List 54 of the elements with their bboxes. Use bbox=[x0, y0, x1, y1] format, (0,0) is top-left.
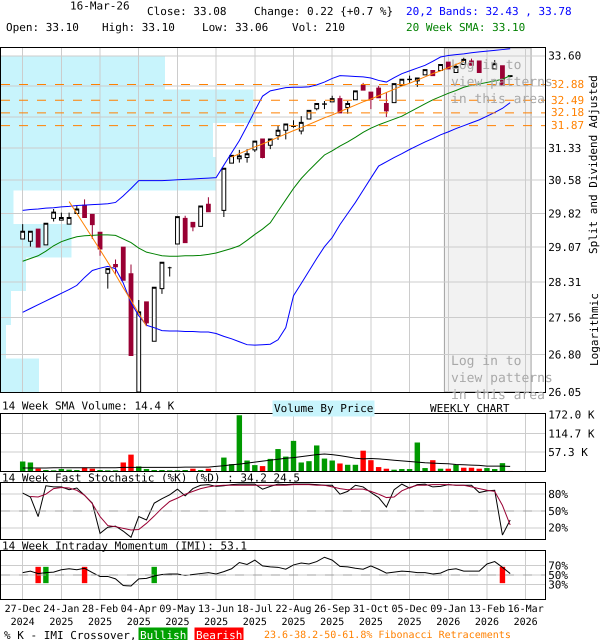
annotation: WEEKLY CHART bbox=[430, 402, 510, 415]
y-axis-title: Split and Dividend Adjusted bbox=[587, 75, 600, 254]
x-tick-label: 22-Aug 2025 bbox=[275, 604, 312, 628]
annotation: Volume By Price bbox=[274, 402, 374, 415]
text: Bearish bbox=[196, 629, 242, 640]
y-tick-label: 29.07 bbox=[548, 240, 582, 254]
y-tick-label: 29.82 bbox=[548, 207, 582, 220]
text: Logarithmic bbox=[588, 293, 600, 366]
x-tick-label: 09-Jan 2026 bbox=[430, 604, 466, 628]
text: Open: 33.10 bbox=[6, 21, 79, 34]
y-tick-label: 33.60 bbox=[548, 50, 582, 63]
y-tick-label: 80% bbox=[548, 488, 568, 502]
chart-title: 14 Week SMA Volume: 14.4 K bbox=[2, 400, 175, 413]
text: 23.6-38.2-50-61.8% Fibonacci Retracements bbox=[264, 630, 511, 640]
text: Low: 33.06 bbox=[202, 21, 268, 34]
y-tick-label: 70% bbox=[548, 559, 568, 572]
text: Bullish bbox=[140, 629, 186, 640]
y-tick-label: 50% bbox=[548, 504, 568, 518]
x-tick-label: 05-Dec 2025 bbox=[392, 604, 428, 628]
x-tick-label: 31-Oct 2025 bbox=[352, 604, 389, 628]
x-tick-label: 27-Dec 2024 bbox=[4, 604, 41, 628]
text: Vol: 210 bbox=[292, 21, 345, 34]
y-tick-label: 31.33 bbox=[548, 142, 582, 156]
y-tick-label: 114.7 K bbox=[548, 427, 595, 440]
chart-title: 14 Week Intraday Momentum (IMI): 53.1 bbox=[2, 540, 248, 553]
x-tick-label: 18-Jul 2025 bbox=[236, 604, 273, 628]
text: 20,2 Bands: 32.43 , 33.78 bbox=[406, 5, 572, 18]
y-tick-label: 30.58 bbox=[548, 174, 582, 188]
chart-title: 16-Mar-26 bbox=[70, 0, 130, 13]
x-tick-label: 13-Feb 2026 bbox=[468, 604, 506, 628]
x-tick-label: 13-Jun 2025 bbox=[198, 604, 234, 628]
chart-title: 14 Week Fast Stochastic (%K) (%D) : 34.2 24.5 bbox=[2, 472, 300, 485]
y-tick-label: 172.0 K bbox=[548, 408, 595, 422]
text: Close: 33.08 bbox=[147, 5, 226, 18]
y-tick-label: 26.05 bbox=[548, 386, 582, 399]
y-tick-label: 20% bbox=[548, 522, 568, 535]
x-tick-label: 24-Jan 2025 bbox=[43, 604, 80, 628]
y-tick-label: 28.31 bbox=[548, 276, 582, 289]
x-tick-label: 16-Mar 2026 bbox=[508, 604, 544, 628]
x-tick-label: 09-May 2025 bbox=[159, 604, 196, 628]
text: 20 Week SMA: 33.10 bbox=[406, 21, 526, 34]
x-tick-label: 26-Sep 2025 bbox=[314, 604, 350, 628]
x-tick-label: 28-Feb 2025 bbox=[82, 604, 118, 628]
text: High: 33.10 bbox=[102, 21, 175, 34]
y-tick-label: 27.56 bbox=[548, 311, 582, 324]
y-tick-label: 30% bbox=[548, 578, 568, 592]
ref-line-label: 31.87 bbox=[551, 119, 584, 132]
ref-line-label: 32.18 bbox=[551, 106, 584, 119]
ref-line-label: 32.88 bbox=[551, 78, 584, 91]
y-tick-label: 26.80 bbox=[548, 348, 582, 362]
y-tick-label: 57.3 K bbox=[548, 446, 588, 460]
ref-line-label: 32.49 bbox=[551, 94, 584, 107]
x-tick-label: 04-Apr 2025 bbox=[120, 604, 157, 628]
text: Change: 0.22 {+0.7 %} bbox=[254, 5, 394, 18]
